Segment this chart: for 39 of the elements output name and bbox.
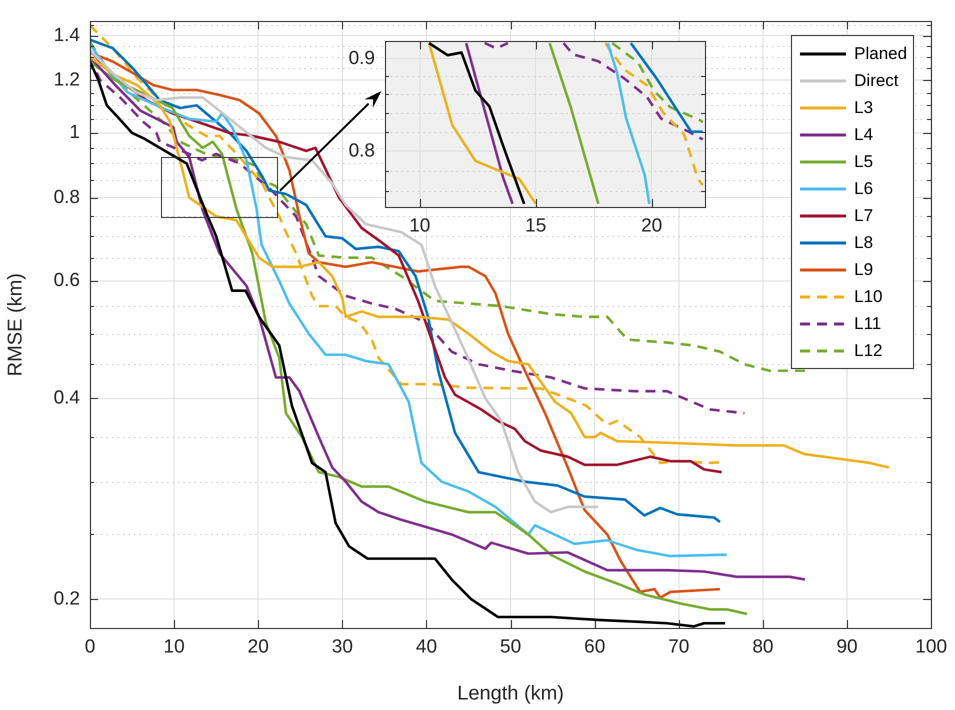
y-axis-title: RMSE (km) — [4, 273, 27, 376]
legend-label: L12 — [854, 340, 883, 361]
x-tick-label: 20 — [248, 636, 269, 658]
line-series — [604, 42, 704, 186]
x-tick-label: 50 — [500, 636, 522, 658]
y-tick-label: 0.4 — [54, 388, 80, 409]
legend-label: L11 — [854, 314, 882, 334]
x-tick-label: 10 — [164, 636, 185, 658]
legend-label: Direct — [854, 70, 899, 91]
x-tick-label: 10 — [409, 216, 430, 237]
y-tick-label: 0.8 — [348, 140, 375, 162]
legend-label: L8 — [854, 232, 874, 253]
x-tick-label: 60 — [584, 636, 606, 658]
x-tick-label: 90 — [836, 636, 858, 658]
y-tick-label: 0.8 — [54, 186, 80, 208]
legend-label: L6 — [854, 178, 874, 199]
legend-label: L9 — [854, 260, 874, 280]
legend-label: L10 — [854, 286, 883, 307]
legend-label: L4 — [854, 124, 874, 145]
y-tick-label: 1 — [69, 122, 80, 144]
legend-label: L7 — [854, 206, 874, 226]
x-tick-label: 40 — [416, 636, 438, 658]
y-tick-label: 0.2 — [54, 588, 80, 610]
legend-label: Planed — [854, 44, 908, 64]
x-tick-label: 100 — [915, 636, 947, 658]
x-tick-label: 30 — [332, 636, 353, 658]
legend-label: L5 — [854, 152, 874, 172]
y-tick-label: 0.6 — [54, 270, 80, 292]
x-tick-label: 15 — [525, 216, 546, 237]
line-series — [610, 42, 704, 124]
legend-label: L3 — [854, 98, 874, 118]
x-axis-title: Length (km) — [457, 682, 564, 705]
y-tick-label: 0.9 — [348, 48, 375, 69]
x-tick-label: 0 — [84, 636, 96, 658]
y-tick-label: 1.2 — [54, 69, 80, 90]
x-tick-label: 70 — [668, 636, 690, 658]
x-tick-label: 20 — [641, 216, 662, 237]
y-tick-label: 1.4 — [54, 24, 80, 46]
x-tick-label: 80 — [752, 636, 774, 658]
